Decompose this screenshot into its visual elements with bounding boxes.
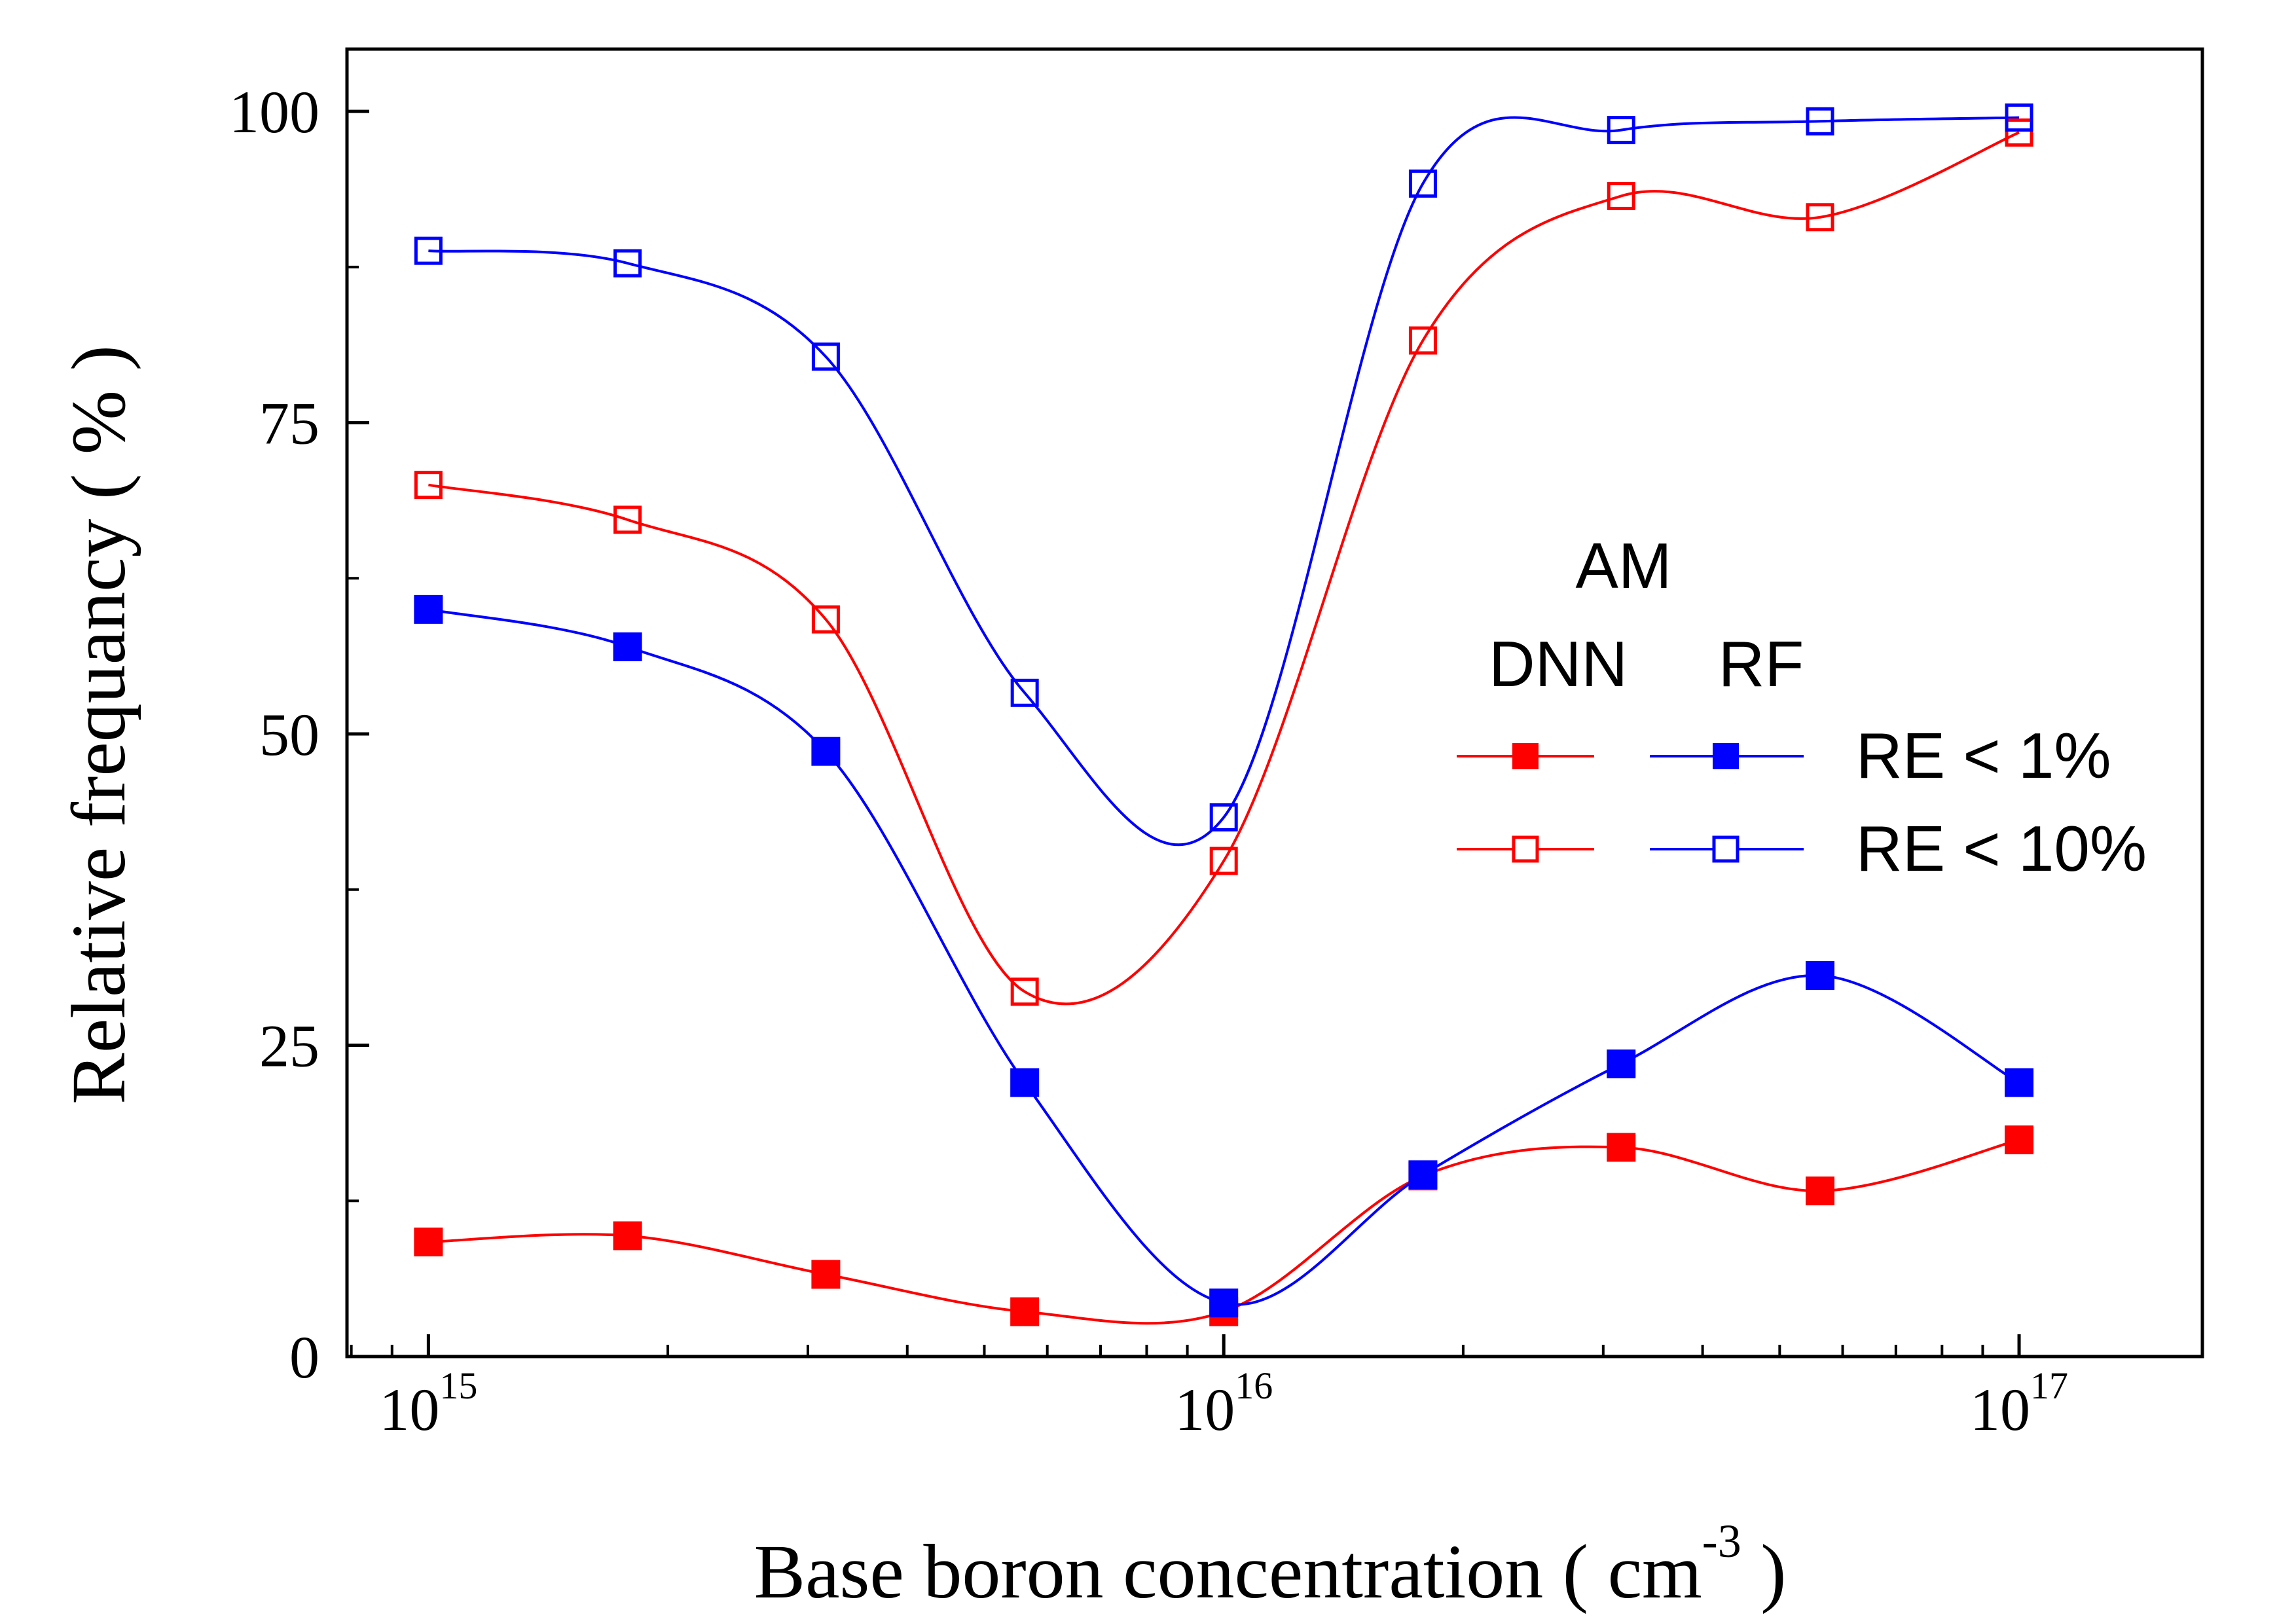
legend-marker-rf-re1 <box>1713 743 1739 769</box>
marker-dnn-re10 <box>414 471 443 500</box>
legend-label-re1: RE < 1% <box>1856 720 2111 792</box>
legend-marker-rf-re10 <box>1712 835 1740 863</box>
legend: AM DNN RF RE < 1% RE < 10% <box>1457 530 2147 884</box>
marker-dnn-re10 <box>1806 203 1834 232</box>
marker-dnn-re10 <box>2005 118 2033 147</box>
plot-axes <box>345 47 2204 1359</box>
x-tick-label-base: 10 <box>1970 1376 2030 1443</box>
marker-rf-re1 <box>1209 1288 1239 1318</box>
marker-rf-re1 <box>1806 961 1835 991</box>
legend-label-re10: RE < 10% <box>1856 812 2147 884</box>
marker-rf-re10 <box>1010 678 1039 707</box>
marker-rf-re10 <box>414 236 443 265</box>
x-tick-label-exponent: 17 <box>2030 1364 2068 1407</box>
x-axis-label-superscript: -3 <box>1702 1515 1741 1567</box>
x-tick-label-exponent: 16 <box>1235 1364 1273 1407</box>
x-tick-label: 1017 <box>1970 1364 2068 1443</box>
legend-group-title: AM <box>1576 530 1672 602</box>
x-tick-label-exponent: 15 <box>439 1364 477 1407</box>
marker-dnn-re10 <box>1408 326 1437 355</box>
marker-rf-re10 <box>1209 803 1238 831</box>
marker-dnn-re1 <box>1010 1297 1040 1326</box>
y-tick-label: 100 <box>229 79 319 145</box>
marker-rf-re10 <box>2005 103 2033 132</box>
marker-rf-re1 <box>414 594 443 624</box>
marker-dnn-re10 <box>613 505 642 534</box>
marker-dnn-re1 <box>811 1260 841 1289</box>
marker-dnn-re1 <box>1607 1133 1636 1162</box>
marker-rf-re10 <box>1607 116 1635 145</box>
marker-dnn-re1 <box>1806 1176 1835 1206</box>
marker-dnn-re10 <box>1607 181 1635 210</box>
y-axis-label: Relative frequancy ( % ) <box>56 345 141 1104</box>
y-tick-label: 25 <box>259 1013 319 1080</box>
x-axis-label-end: ) <box>1741 1529 1787 1614</box>
x-axis-label: Base boron concentration ( cm-3 ) <box>754 1515 1786 1614</box>
x-tick-label-base: 10 <box>379 1376 439 1443</box>
data-markers <box>414 103 2034 1326</box>
plot-frame <box>345 47 2204 1359</box>
y-tick-label: 50 <box>259 701 319 768</box>
marker-rf-re1 <box>1607 1049 1636 1079</box>
marker-dnn-re10 <box>811 605 840 634</box>
legend-header-dnn: DNN <box>1489 628 1628 700</box>
y-tick-label: 75 <box>259 390 319 457</box>
legend-marker-dnn-re1 <box>1512 743 1539 769</box>
x-tick-label: 1015 <box>379 1364 477 1443</box>
marker-rf-re1 <box>613 632 642 661</box>
marker-rf-re1 <box>1010 1068 1040 1097</box>
marker-rf-re10 <box>1408 169 1437 198</box>
axis-ticks <box>347 109 2021 1359</box>
y-tick-label: 0 <box>289 1324 319 1391</box>
marker-rf-re10 <box>613 249 642 278</box>
fit-curve-dnn-re10 <box>428 131 2020 1006</box>
marker-dnn-re1 <box>414 1228 443 1257</box>
marker-rf-re10 <box>1806 107 1834 136</box>
marker-rf-re1 <box>811 737 841 766</box>
marker-rf-re1 <box>2005 1068 2034 1097</box>
marker-rf-re1 <box>1408 1160 1438 1190</box>
marker-dnn-re1 <box>613 1221 642 1250</box>
legend-marker-dnn-re10 <box>1512 835 1539 863</box>
x-tick-label-base: 10 <box>1175 1376 1235 1443</box>
marker-dnn-re10 <box>1010 977 1039 1006</box>
x-tick-label: 1016 <box>1175 1364 1273 1443</box>
marker-dnn-re10 <box>1209 847 1238 875</box>
x-axis-label-main: Base boron concentration ( cm <box>754 1529 1702 1614</box>
fit-curve-rf-re1 <box>428 608 2020 1306</box>
marker-rf-re10 <box>811 342 840 371</box>
marker-dnn-re1 <box>2005 1125 2034 1155</box>
legend-header-rf: RF <box>1719 628 1804 700</box>
